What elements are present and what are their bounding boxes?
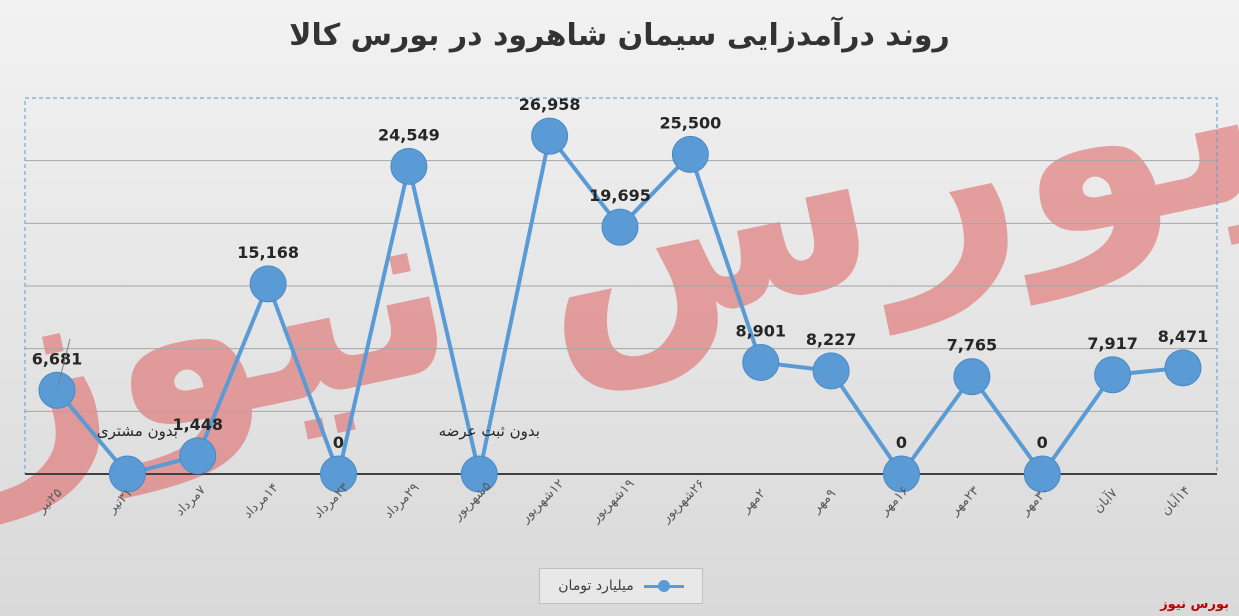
data-label: 8,227 — [806, 330, 857, 349]
x-tick-label: ۷مرداد — [173, 483, 209, 519]
data-label: 7,917 — [1087, 334, 1138, 353]
data-label: 26,958 — [519, 95, 581, 114]
chart-title: روند درآمدزایی سیمان شاهرود در بورس کالا — [289, 18, 950, 53]
legend: میلیارد تومان — [539, 568, 703, 604]
x-tick-label: ۷آبان — [1089, 485, 1121, 517]
data-label: 0 — [333, 433, 344, 452]
brand-logo-text: بورس نیوز — [1160, 597, 1229, 612]
x-tick-label: ۲۶شهریور — [658, 476, 708, 526]
data-label: 1,448 — [172, 415, 223, 434]
data-label: 0 — [1037, 433, 1048, 452]
data-label: 8,471 — [1158, 327, 1209, 346]
data-point — [320, 455, 357, 493]
data-label: 0 — [896, 433, 907, 452]
data-point — [108, 455, 146, 493]
data-labels: 6,681 1,448 15,168 0 24,549 26,958 19,695 25,50… — [32, 95, 1209, 452]
data-point — [812, 352, 850, 390]
x-tick-label: ۱۴مرداد — [241, 480, 282, 521]
data-point — [249, 265, 287, 303]
data-point — [742, 343, 780, 381]
leader-line — [57, 338, 71, 387]
data-point — [883, 455, 920, 493]
data-label: 15,168 — [237, 243, 299, 262]
x-tick-label: ۲مهر — [738, 486, 769, 517]
data-point — [460, 455, 498, 493]
data-label: 24,549 — [378, 125, 440, 144]
x-tick-label: ۱۴آبان — [1157, 482, 1194, 519]
data-point — [38, 371, 76, 409]
data-point — [1164, 349, 1202, 387]
data-point — [390, 147, 428, 185]
data-point — [1094, 356, 1132, 394]
data-label: 6,681 — [32, 349, 83, 368]
data-label: 7,765 — [947, 336, 998, 355]
data-point — [531, 117, 569, 155]
data-label: 25,500 — [660, 113, 722, 132]
x-tick-label: ۱۲شهریور — [517, 476, 567, 526]
x-tick-label: ۲۳مهر — [947, 484, 982, 519]
data-point — [953, 358, 991, 396]
x-tick-label: ۹مهر — [809, 486, 840, 517]
series-points — [38, 117, 1202, 493]
x-tick-label: ۱۹شهریور — [588, 476, 638, 526]
gridlines — [24, 97, 1218, 475]
x-tick-labels: ۲۵تیر ۳۱تیر ۷مرداد ۱۴مرداد ۲۳مرداد ۲۹مرداد ۵شه… — [34, 476, 1194, 526]
legend-label: میلیارد تومان — [558, 578, 634, 594]
data-point — [671, 135, 709, 173]
data-label: 8,901 — [735, 321, 786, 340]
data-point — [179, 437, 217, 475]
annotation-label: بدون مشتری — [97, 422, 178, 440]
legend-line-marker — [643, 580, 684, 592]
data-point — [1023, 455, 1061, 493]
data-point — [601, 208, 639, 246]
data-label: 19,695 — [589, 186, 651, 205]
annotation-label: بدون ثبت عرضه — [439, 422, 540, 440]
x-tick-label: ۲۹مرداد — [381, 480, 422, 521]
